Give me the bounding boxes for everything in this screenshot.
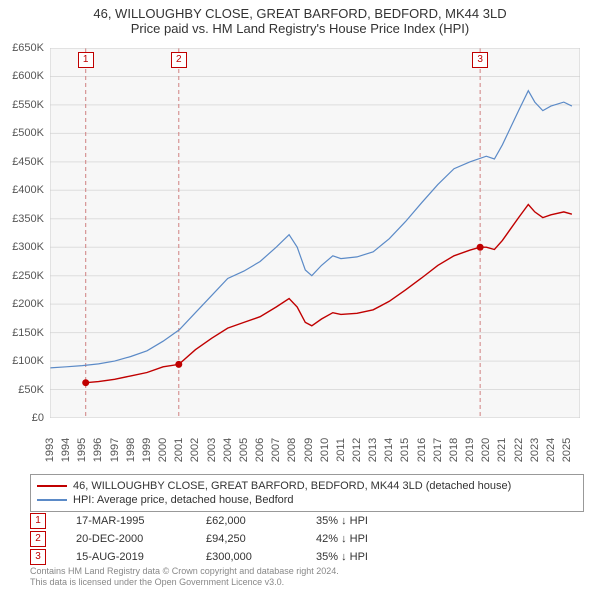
sale-row-1: 1 17-MAR-1995 £62,000 35% ↓ HPI: [30, 512, 570, 530]
x-axis-labels: 1993199419951996199719981999200020012002…: [50, 422, 580, 454]
sale-row-3: 3 15-AUG-2019 £300,000 35% ↓ HPI: [30, 548, 570, 566]
sale-date-2: 20-DEC-2000: [76, 533, 176, 545]
sale-price-1: £62,000: [206, 515, 286, 527]
x-tick-label: 2015: [399, 438, 411, 462]
x-tick-label: 2014: [383, 438, 395, 462]
x-tick-label: 2024: [545, 438, 557, 462]
legend-label-property: 46, WILLOUGHBY CLOSE, GREAT BARFORD, BED…: [73, 480, 511, 492]
x-tick-label: 2021: [496, 438, 508, 462]
x-tick-label: 2009: [303, 438, 315, 462]
x-tick-label: 1993: [44, 438, 56, 462]
x-tick-label: 2020: [480, 438, 492, 462]
x-tick-label: 2025: [561, 438, 573, 462]
sale-rel-3: 35% ↓ HPI: [316, 551, 406, 563]
x-tick-label: 2001: [173, 438, 185, 462]
chart-marker-2: 2: [171, 52, 187, 68]
sale-rel-1: 35% ↓ HPI: [316, 515, 406, 527]
sale-row-2: 2 20-DEC-2000 £94,250 42% ↓ HPI: [30, 530, 570, 548]
legend-swatch-property: [37, 485, 67, 487]
x-tick-label: 2004: [222, 438, 234, 462]
y-tick-label: £0: [32, 412, 44, 424]
y-tick-label: £100K: [12, 355, 44, 367]
y-tick-label: £550K: [12, 99, 44, 111]
x-tick-label: 2012: [351, 438, 363, 462]
y-axis-labels: £0£50K£100K£150K£200K£250K£300K£350K£400…: [0, 48, 48, 418]
legend-swatch-hpi: [37, 499, 67, 501]
x-tick-label: 2013: [367, 438, 379, 462]
y-tick-label: £450K: [12, 156, 44, 168]
x-tick-label: 2007: [270, 438, 282, 462]
y-tick-label: £650K: [12, 42, 44, 54]
sale-marker-1: 1: [30, 513, 46, 529]
x-tick-label: 2019: [464, 438, 476, 462]
x-tick-label: 2005: [238, 438, 250, 462]
x-tick-label: 2002: [189, 438, 201, 462]
x-tick-label: 2010: [319, 438, 331, 462]
x-tick-label: 1999: [141, 438, 153, 462]
x-tick-label: 2016: [416, 438, 428, 462]
y-tick-label: £150K: [12, 327, 44, 339]
x-tick-label: 2022: [513, 438, 525, 462]
y-tick-label: £50K: [18, 384, 44, 396]
x-tick-label: 1998: [125, 438, 137, 462]
y-tick-label: £400K: [12, 184, 44, 196]
chart-container: 46, WILLOUGHBY CLOSE, GREAT BARFORD, BED…: [0, 0, 600, 590]
y-tick-label: £600K: [12, 70, 44, 82]
sale-marker-2: 2: [30, 531, 46, 547]
x-tick-label: 1994: [60, 438, 72, 462]
y-tick-label: £300K: [12, 241, 44, 253]
chart-svg: [50, 48, 580, 418]
x-tick-label: 2018: [448, 438, 460, 462]
chart-marker-3: 3: [472, 52, 488, 68]
sale-date-3: 15-AUG-2019: [76, 551, 176, 563]
x-tick-label: 2011: [335, 438, 347, 462]
legend-label-hpi: HPI: Average price, detached house, Bedf…: [73, 494, 294, 506]
chart-marker-1: 1: [78, 52, 94, 68]
y-tick-label: £500K: [12, 127, 44, 139]
x-tick-label: 2003: [206, 438, 218, 462]
x-tick-label: 1995: [76, 438, 88, 462]
legend-row-property: 46, WILLOUGHBY CLOSE, GREAT BARFORD, BED…: [37, 479, 577, 493]
sale-marker-3: 3: [30, 549, 46, 565]
y-tick-label: £200K: [12, 298, 44, 310]
legend-row-hpi: HPI: Average price, detached house, Bedf…: [37, 493, 577, 507]
x-tick-label: 1996: [92, 438, 104, 462]
attribution-line2: This data is licensed under the Open Gov…: [30, 577, 339, 588]
title-line1: 46, WILLOUGHBY CLOSE, GREAT BARFORD, BED…: [0, 6, 600, 21]
title-line2: Price paid vs. HM Land Registry's House …: [0, 21, 600, 36]
x-tick-label: 2017: [432, 438, 444, 462]
sale-date-1: 17-MAR-1995: [76, 515, 176, 527]
x-tick-label: 1997: [109, 438, 121, 462]
sale-price-2: £94,250: [206, 533, 286, 545]
sale-rel-2: 42% ↓ HPI: [316, 533, 406, 545]
y-tick-label: £250K: [12, 270, 44, 282]
x-tick-label: 2006: [254, 438, 266, 462]
legend: 46, WILLOUGHBY CLOSE, GREAT BARFORD, BED…: [30, 474, 584, 512]
sale-table: 1 17-MAR-1995 £62,000 35% ↓ HPI 2 20-DEC…: [30, 512, 570, 566]
attribution-line1: Contains HM Land Registry data © Crown c…: [30, 566, 339, 577]
x-tick-label: 2008: [286, 438, 298, 462]
x-tick-label: 2000: [157, 438, 169, 462]
x-tick-label: 2023: [529, 438, 541, 462]
title-block: 46, WILLOUGHBY CLOSE, GREAT BARFORD, BED…: [0, 0, 600, 36]
chart-area: 1 2 3: [50, 48, 580, 418]
sale-price-3: £300,000: [206, 551, 286, 563]
attribution: Contains HM Land Registry data © Crown c…: [30, 566, 339, 588]
y-tick-label: £350K: [12, 213, 44, 225]
